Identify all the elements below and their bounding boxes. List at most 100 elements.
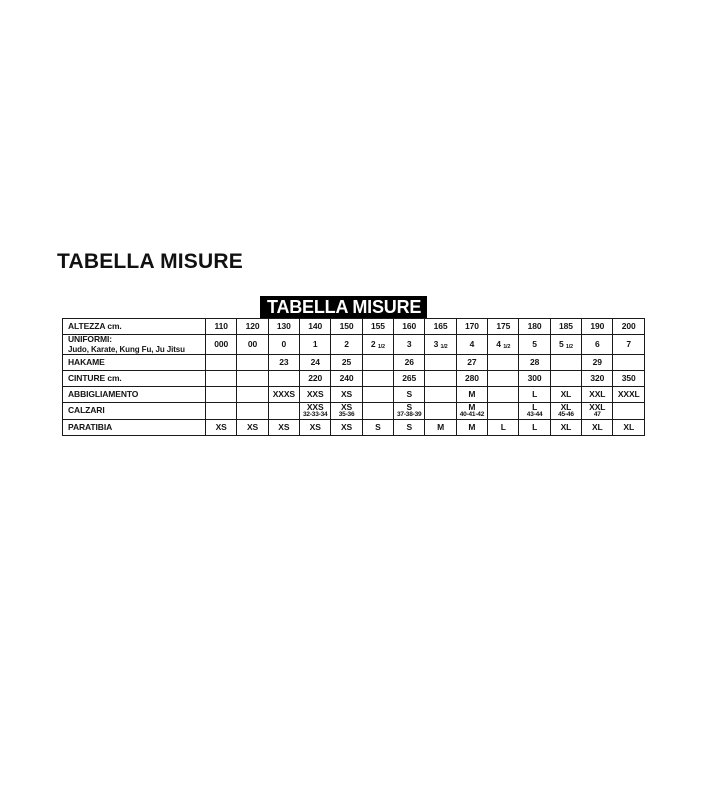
cell-paratibia-165: M: [424, 419, 457, 437]
cell-value: XXXL: [617, 388, 640, 399]
cell-hakame-170: 27: [455, 353, 489, 371]
row-label-paratibia: PARATIBIA: [62, 419, 206, 437]
cell-uniformi-175: 4 1/2: [487, 334, 520, 355]
cell-value: 165: [433, 320, 448, 331]
cell-value: 240: [339, 372, 354, 383]
cell-uniformi-180: 5: [518, 334, 551, 355]
cell-paratibia-155: S: [361, 419, 395, 437]
cell-value: 185: [559, 320, 573, 331]
row-label-abbigliamento: ABBIGLIAMENTO: [62, 385, 206, 403]
cell-cinture-185: [549, 369, 583, 387]
cell-paratibia-110: XS: [204, 419, 238, 437]
cell-value: 5: [532, 338, 537, 349]
cell-value: 2 1/2: [370, 338, 385, 350]
cell-calzari-185: XL 45-46: [549, 401, 583, 421]
cell-calzari-160: S 37-38-39: [393, 401, 426, 421]
cell-value: M: [468, 421, 476, 432]
cell-calzari-170: M 40-41-42: [455, 401, 489, 421]
row-label-uniformi: UNIFORMI: Judo, Karate, Kung Fu, Ju Jitsu: [62, 334, 206, 355]
cell-cinture-155: [361, 369, 395, 387]
cell-value: XXL: [589, 388, 606, 399]
cell-abbigliamento-185: XL: [549, 385, 583, 403]
cell-subvalue: 45-46: [558, 411, 574, 419]
cell-altezza-185: 185: [549, 318, 583, 335]
cell-paratibia-150: XS: [330, 419, 363, 437]
cell-hakame-120: [236, 353, 269, 371]
cell-uniformi-110: 000: [204, 334, 238, 355]
cell-cinture-130: [267, 369, 301, 387]
cell-value: S: [406, 388, 413, 399]
cell-altezza-190: 190: [581, 318, 614, 335]
cell-uniformi-140: 1: [299, 334, 332, 355]
cell-value: 110: [214, 320, 228, 331]
cell-abbigliamento-180: L: [518, 385, 551, 403]
cell-value: XL: [591, 421, 603, 432]
cell-cinture-110: [204, 369, 238, 387]
table-row: UNIFORMI: Judo, Karate, Kung Fu, Ju Jitsu…: [62, 334, 645, 355]
cell-calzari-165: [424, 401, 457, 421]
cell-altezza-180: 180: [518, 318, 551, 335]
cell-abbigliamento-160: S: [393, 385, 426, 403]
cell-subvalue: 35-36: [338, 411, 355, 419]
cell-value: 180: [527, 320, 542, 331]
cell-value: 160: [402, 320, 417, 331]
cell-altezza-175: 175: [487, 318, 520, 335]
cell-value: 23: [279, 356, 289, 367]
row-label-altezza: ALTEZZA cm.: [62, 318, 206, 335]
cell-value: XS: [246, 421, 259, 432]
cell-value: L: [500, 421, 506, 432]
row-label-text: UNIFORMI:: [68, 334, 112, 344]
cell-value: 320: [590, 372, 605, 383]
cell-hakame-190: 29: [581, 353, 614, 371]
cell-value: 220: [308, 372, 323, 383]
row-label-hakame: HAKAME: [62, 353, 206, 371]
row-label-text: HAKAME: [68, 356, 105, 367]
cell-hakame-165: [424, 353, 457, 371]
cell-value: XL: [560, 402, 572, 412]
cell-value: XS: [278, 421, 290, 432]
cell-value: XS: [340, 388, 353, 399]
cell-calzari-150: XS 35-36: [330, 401, 363, 421]
cell-value: 150: [339, 320, 354, 331]
cell-value: 27: [467, 356, 477, 367]
cell-calzari-140: XXS 32-33-34: [299, 401, 332, 421]
cell-hakame-175: [487, 353, 520, 371]
size-table-body: ALTEZZA cm. 110 120 130 140 150 155 160 165 170 17…: [62, 318, 645, 437]
cell-cinture-175: [487, 369, 520, 387]
half-fraction: 1/2: [377, 343, 385, 350]
cell-value: XXS: [306, 402, 324, 412]
cell-value: 175: [496, 320, 511, 331]
cell-calzari-200: [612, 401, 645, 421]
cell-uniformi-185: 5 1/2: [549, 334, 583, 355]
cell-paratibia-160: S: [393, 419, 426, 437]
cell-altezza-140: 140: [299, 318, 332, 335]
cell-value: XS: [309, 421, 321, 432]
cell-uniformi-165: 3 1/2: [424, 334, 457, 355]
cell-value: 4 1/2: [496, 338, 511, 350]
cell-value: 0: [281, 338, 287, 349]
cell-value: 155: [370, 320, 385, 331]
cell-subvalue: 32-33-34: [302, 411, 328, 419]
cell-uniformi-150: 2: [330, 334, 363, 355]
page-title: TABELLA MISURE: [57, 250, 243, 273]
cell-abbigliamento-110: [204, 385, 238, 403]
cell-abbigliamento-175: [487, 385, 520, 403]
cell-value: 26: [404, 356, 414, 367]
cell-value: 7: [626, 338, 632, 349]
cell-value: 350: [621, 372, 636, 383]
cell-value: 1: [312, 338, 318, 349]
cell-value: XL: [623, 421, 635, 432]
cell-hakame-200: [612, 353, 645, 371]
cell-abbigliamento-155: [361, 385, 395, 403]
row-label-text: CINTURE cm.: [68, 372, 122, 383]
cell-calzari-190: XXL 47: [581, 401, 614, 421]
cell-calzari-130: [267, 401, 301, 421]
cell-calzari-155: [361, 401, 395, 421]
cell-uniformi-155: 2 1/2: [361, 334, 395, 355]
cell-paratibia-200: XL: [612, 419, 645, 437]
row-label-text: CALZARI: [68, 405, 105, 416]
cell-subvalue: 37-38-39: [397, 411, 422, 419]
cell-hakame-180: 28: [518, 353, 551, 371]
cell-altezza-150: 150: [330, 318, 363, 335]
cell-paratibia-120: XS: [236, 419, 269, 437]
